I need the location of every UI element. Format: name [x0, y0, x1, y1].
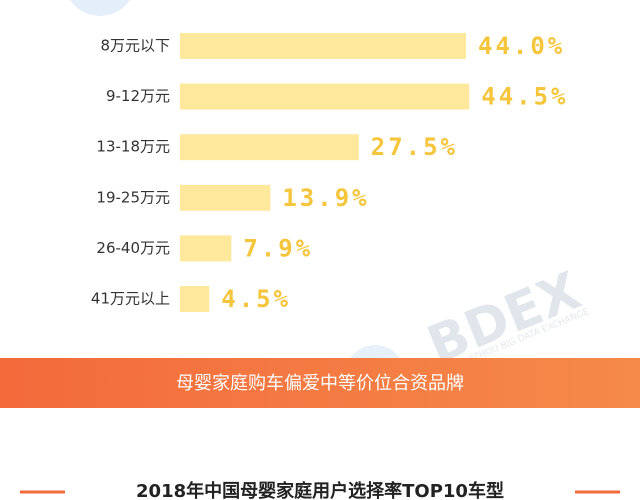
category-label: 8万元以下: [100, 37, 170, 55]
bar: [180, 235, 232, 262]
value-label: 7.9%: [243, 234, 313, 262]
bar: [180, 83, 470, 110]
category-label: 41万元以上: [91, 290, 170, 308]
category-label: 13-18万元: [96, 138, 170, 156]
value-label: 44.5%: [481, 83, 568, 111]
category-label: 9-12万元: [106, 87, 170, 105]
category-label: 19-25万元: [96, 188, 170, 206]
bar: [180, 134, 359, 161]
bar: [180, 286, 210, 312]
value-label: 13.9%: [282, 184, 369, 212]
logo-decoration: [70, 0, 130, 16]
bar: [180, 184, 271, 211]
category-label: 26-40万元: [96, 239, 170, 257]
value-label: 44.0%: [478, 32, 565, 60]
value-label: 27.5%: [371, 133, 458, 161]
banner: [0, 358, 640, 408]
bar: [180, 33, 466, 59]
value-label: 4.5%: [221, 285, 291, 313]
banner-text: 母婴家庭购车偏爱中等价位合资品牌: [176, 373, 464, 394]
section-title: 2018年中国母婴家庭用户选择率TOP10车型: [136, 480, 504, 500]
